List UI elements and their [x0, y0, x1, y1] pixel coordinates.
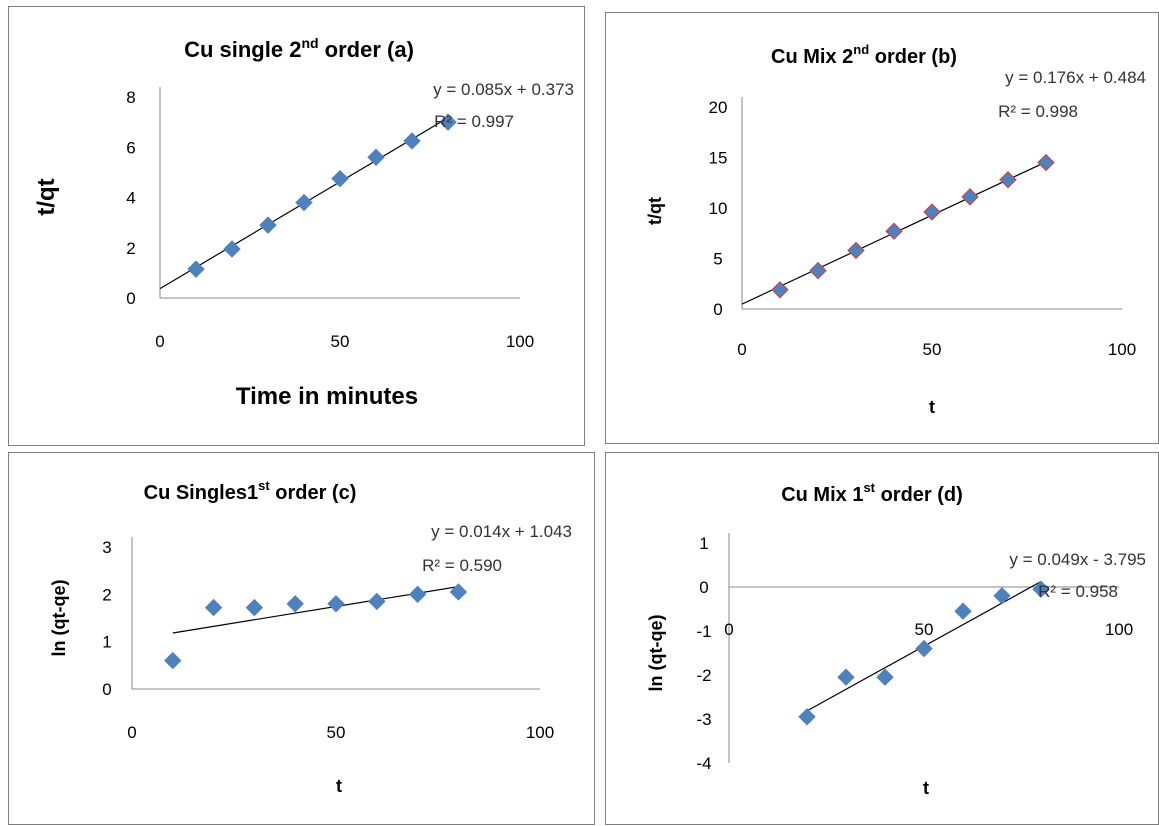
data-point	[403, 132, 421, 150]
data-point	[837, 668, 855, 686]
y-tick-label: 5	[713, 250, 722, 269]
chart-panel-c: Cu Singles1st order (c) 0 1 2 3 0 50 100 y = 0.0…	[8, 452, 595, 825]
data-point	[368, 592, 386, 611]
y-tick-label: 2	[102, 585, 111, 604]
data-point	[204, 598, 223, 617]
data-point	[439, 113, 457, 131]
data-point	[847, 241, 865, 260]
y-axis-label: ln (qt-qe)	[646, 615, 666, 692]
chart-panel-a: Cu single 2nd order (a) 0 2 4 6 8 0 50 100 y = 0.…	[8, 6, 585, 446]
x-tick-label: 100	[506, 332, 534, 351]
y-tick-label: 0	[699, 578, 708, 597]
chart-a-svg: Cu single 2nd order (a) 0 2 4 6 8 0 50 100 y = 0.…	[33, 35, 574, 410]
data-point	[245, 598, 264, 617]
x-tick-label: 0	[155, 332, 164, 351]
trendline-equation: y = 0.085x + 0.373	[433, 80, 574, 99]
x-axis-label: t	[923, 778, 929, 798]
x-tick-label: 0	[737, 340, 746, 359]
data-point	[876, 668, 894, 686]
chart-title: Cu Singles1st order (c)	[144, 478, 357, 504]
y-tick-label: 3	[102, 538, 111, 557]
data-point	[164, 651, 182, 670]
data-point	[961, 188, 979, 206]
y-tick-label: 4	[126, 189, 135, 208]
chart-panel-b: Cu Mix 2nd order (b) 0 5 10 15 20 0 50 100 y = 0.…	[605, 12, 1159, 444]
data-point	[923, 203, 941, 221]
data-point	[1037, 153, 1055, 172]
x-tick-label: 0	[127, 723, 136, 742]
chart-title: Cu single 2nd order (a)	[184, 35, 414, 62]
y-tick-label: 2	[126, 239, 135, 258]
y-tick-label: -1	[696, 622, 711, 641]
y-tick-label: 10	[709, 199, 728, 218]
data-point	[331, 169, 349, 188]
chart-b-svg: Cu Mix 2nd order (b) 0 5 10 15 20 0 50 100 y = 0.…	[645, 42, 1146, 417]
data-point	[771, 281, 789, 299]
trendline-equation: y = 0.014x + 1.043	[431, 522, 572, 541]
chart-title: Cu Mix 2nd order (b)	[771, 42, 957, 68]
y-tick-label: 20	[709, 98, 728, 117]
r-squared-label: R² = 0.998	[998, 102, 1078, 121]
data-point	[286, 595, 304, 613]
x-axis-label: Time in minutes	[236, 383, 418, 410]
x-tick-label: 50	[331, 332, 350, 351]
y-tick-label: 1	[699, 534, 708, 553]
x-tick-label: 100	[1108, 340, 1136, 359]
chart-title: Cu Mix 1st order (d)	[781, 480, 963, 506]
y-tick-label: -2	[696, 666, 711, 685]
data-point	[915, 639, 933, 658]
y-tick-label: 6	[126, 138, 135, 157]
y-tick-label: -4	[696, 754, 711, 773]
y-axis-label: t/qt	[33, 178, 60, 215]
x-tick-label: 50	[915, 620, 934, 639]
data-point	[809, 261, 827, 280]
y-tick-label: 15	[709, 149, 728, 168]
y-tick-label: 0	[713, 300, 722, 319]
chart-panel-d: Cu Mix 1st order (d) 1 0 -1 -2 -3 -4 0 50 100 y = …	[605, 452, 1159, 825]
chart-d-svg: Cu Mix 1st order (d) 1 0 -1 -2 -3 -4 0 50 100 y = …	[646, 480, 1146, 798]
data-point	[798, 708, 816, 726]
data-point	[999, 171, 1017, 189]
chart-c-svg: Cu Singles1st order (c) 0 1 2 3 0 50 100 y = 0.0…	[49, 478, 572, 796]
x-tick-label: 100	[526, 723, 554, 742]
x-tick-label: 50	[327, 723, 346, 742]
data-point	[367, 148, 385, 167]
data-point	[259, 216, 277, 234]
x-axis-label: t	[929, 397, 935, 417]
data-point	[187, 260, 205, 278]
trendline-equation: y = 0.176x + 0.484	[1005, 68, 1146, 87]
data-point	[408, 585, 427, 604]
r-squared-label: R² = 0.997	[434, 112, 514, 131]
data-point	[223, 240, 241, 258]
data-point	[1032, 580, 1050, 598]
x-tick-label: 0	[724, 620, 733, 639]
r-squared-label: R² = 0.590	[422, 556, 502, 575]
x-axis-label: t	[336, 776, 342, 796]
y-axis-label: t/qt	[645, 197, 665, 225]
y-tick-label: 1	[102, 633, 111, 652]
data-point	[954, 602, 972, 620]
y-tick-label: 0	[126, 289, 135, 308]
r-squared-label: R² = 0.958	[1038, 582, 1118, 601]
x-tick-label: 50	[923, 340, 942, 359]
y-tick-label: 0	[102, 680, 111, 699]
data-point	[327, 595, 345, 613]
data-point	[449, 583, 468, 601]
y-tick-label: 8	[126, 88, 135, 107]
x-tick-label: 100	[1105, 620, 1133, 639]
y-tick-label: -3	[696, 710, 711, 729]
trendline-equation: y = 0.049x - 3.795	[1009, 550, 1146, 569]
data-point	[885, 222, 903, 240]
y-axis-label: ln (qt-qe)	[49, 580, 69, 657]
data-point	[993, 587, 1011, 605]
data-point	[295, 193, 313, 212]
